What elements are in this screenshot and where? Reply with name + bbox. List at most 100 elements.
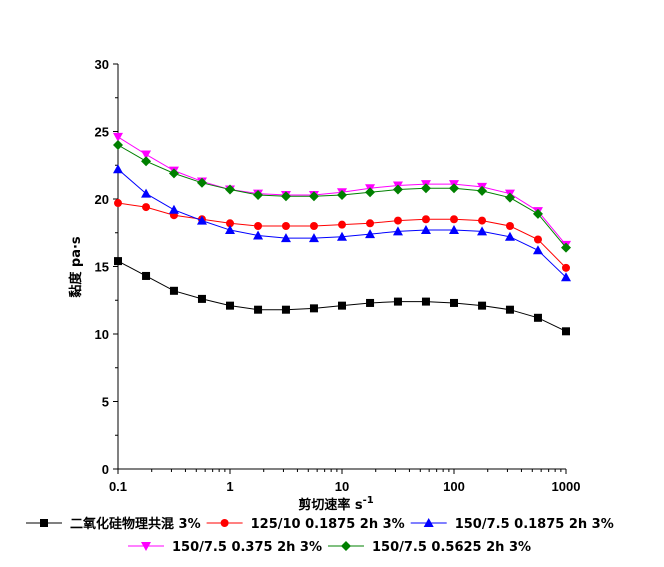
data-point [114,199,122,208]
data-point [196,177,207,188]
data-point [366,219,375,228]
data-point [141,188,152,198]
y-tick-label: 30 [95,57,109,72]
data-point [449,225,459,235]
legend-marker [40,519,48,527]
data-point [365,187,376,198]
data-point [338,220,346,229]
data-point [141,150,152,160]
data-point [562,327,570,336]
data-point [142,271,151,280]
data-point [141,156,152,167]
data-point [504,192,515,203]
data-point [421,297,430,306]
data-point [366,298,375,307]
data-point [168,204,179,214]
legend-label: 150/7.5 0.1875 2h 3% [455,517,614,532]
series-3 [113,164,571,282]
data-point [532,208,543,219]
data-point [532,245,543,255]
data-point [308,233,319,243]
data-point [309,304,318,313]
data-point [197,294,206,303]
data-point [477,226,488,236]
x-axis-title-superscript: -1 [363,495,374,506]
data-point [226,301,234,310]
data-point [505,305,514,314]
axes: 0 5 10 15 20 25 30 0.1 1 10 100 1000 [95,57,581,494]
series-5 [113,140,571,253]
data-point [393,216,402,225]
data-point [280,233,291,243]
legend-item: 150/7.5 0.1875 2h 3% [410,517,614,532]
legend-marker [340,541,351,551]
data-point [196,215,207,225]
data-point [253,189,264,200]
data-point [478,301,487,310]
y-tick-label: 20 [95,192,109,207]
series-2 [114,199,570,272]
data-point [561,242,571,253]
data-point [113,164,123,174]
legend-marker [220,519,229,527]
x-tick-label: 0.1 [109,479,127,494]
y-tick-label: 0 [102,462,109,477]
x-axis-title: 剪切速率 s-1 [298,495,373,513]
data-point [254,222,263,230]
data-point [280,191,291,202]
data-point [142,203,151,212]
data-point [337,189,347,200]
data-point [533,235,542,244]
data-point [281,305,290,314]
data-point [393,297,402,306]
data-point [114,257,122,266]
y-tick-label: 5 [102,395,109,410]
legend-item: 125/10 0.1875 2h 3% [206,517,405,532]
data-point [392,184,403,195]
data-point [309,222,318,230]
data-point [338,301,346,310]
data-point [505,222,514,230]
plot-area [113,132,571,336]
legend-label: 二氧化硅物理共混 3% [70,516,201,532]
legend-label: 150/7.5 0.5625 2h 3% [372,540,531,555]
data-point [281,222,290,230]
legend-item: 150/7.5 0.375 2h 3% [128,540,322,555]
data-point [450,298,458,307]
legend-item: 二氧化硅物理共混 3% [26,516,201,532]
data-point [477,185,488,196]
data-point [420,183,431,194]
data-point [169,286,178,295]
legend-label: 150/7.5 0.375 2h 3% [172,540,322,555]
data-point [450,215,458,224]
data-point [420,225,431,235]
data-point [253,230,264,240]
x-tick-label: 1 [226,479,233,494]
y-tick-label: 10 [95,327,109,342]
data-point [421,215,430,224]
data-point [254,305,263,314]
data-point [113,132,123,142]
data-point [504,231,515,241]
legend-label: 125/10 0.1875 2h 3% [251,517,405,532]
data-point [113,140,123,150]
legend: 二氧化硅物理共混 3% 125/10 0.1875 2h 3% 150/7.5 0.… [26,516,614,555]
y-tick-label: 15 [95,260,109,275]
data-point [337,231,347,241]
legend-marker [423,518,434,527]
x-tick-label: 100 [443,479,465,494]
legend-marker [141,542,151,551]
x-tick-label: 10 [335,479,349,494]
data-point [533,313,542,322]
data-point [478,216,487,225]
series-1 [114,257,570,336]
data-point [365,229,376,239]
series-line [117,260,567,332]
data-point [392,226,403,236]
data-point [562,263,570,272]
data-point [225,184,235,195]
y-axis-title: 黏度 pa·s [68,236,84,298]
data-point [168,168,179,179]
x-tick-label: 1000 [552,479,581,494]
